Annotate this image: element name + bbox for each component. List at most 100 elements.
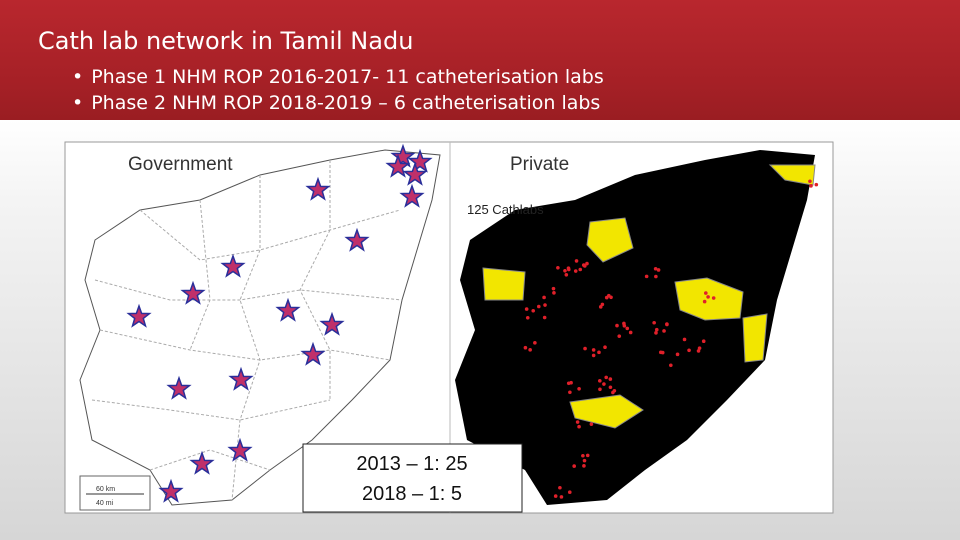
- cathlab-dot: [809, 184, 813, 188]
- cathlab-dot: [658, 350, 663, 355]
- cathlab-dot: [567, 490, 572, 495]
- star: [390, 143, 416, 168]
- star: [344, 227, 370, 252]
- cathlab-dot: [552, 291, 556, 295]
- cathlab-dot: [582, 458, 587, 463]
- cathlab-dot: [669, 363, 673, 368]
- cathlab-dot: [583, 346, 587, 351]
- cathlab-dot: [568, 390, 572, 395]
- cathlab-dot: [598, 378, 602, 383]
- ratio-line: 2018 – 1: 5: [362, 483, 462, 505]
- right-label: Private: [510, 154, 569, 175]
- cathlab-dot: [591, 353, 596, 358]
- state-outline: [79, 149, 441, 506]
- ratio-line: 2013 – 1: 25: [356, 453, 467, 475]
- star: [126, 303, 152, 328]
- cathlab-dot: [566, 381, 571, 386]
- bullet: Phase 2 NHM ROP 2018-2019 – 6 catheteris…: [72, 90, 604, 116]
- slide-title: Cath lab network in Tamil Nadu: [38, 27, 414, 55]
- cathlab-dots: [523, 179, 819, 499]
- cathlab-dot: [814, 182, 819, 187]
- cathlab-dot: [563, 268, 567, 273]
- cathlab-dot: [574, 259, 579, 263]
- cathlab-dot: [577, 386, 581, 391]
- bullet: Phase 1 NHM ROP 2016-2017- 11 catheteris…: [72, 64, 604, 90]
- cathlab-dot: [625, 326, 630, 331]
- cathlab-dot: [531, 309, 536, 313]
- right-map: [454, 149, 819, 506]
- cathlab-dot: [556, 266, 560, 270]
- cathlab-dot: [654, 274, 658, 279]
- star: [300, 341, 326, 366]
- cathlab-dot: [558, 485, 562, 490]
- cathlab-dot: [675, 352, 680, 357]
- star: [227, 437, 253, 462]
- cathlab-dot: [591, 348, 596, 352]
- cathlab-dot: [615, 323, 619, 328]
- cathlab-dot: [572, 464, 576, 468]
- cathlab-dot: [711, 296, 716, 300]
- star: [220, 253, 246, 278]
- cathlab-dot: [612, 388, 617, 393]
- cathlab-dot: [598, 305, 603, 309]
- cathlab-dot: [701, 339, 706, 344]
- star: [385, 153, 411, 178]
- cathlab-dot: [524, 307, 529, 311]
- cathlab-dot: [665, 322, 669, 327]
- star: [305, 176, 331, 201]
- cathlab-dot: [581, 453, 585, 458]
- star: [402, 161, 428, 186]
- cathlab-dot: [581, 263, 586, 267]
- cathlab-dot: [559, 495, 564, 499]
- scale-mi: 40 mi: [96, 500, 114, 507]
- star: [407, 148, 433, 173]
- cathlab-dot: [598, 387, 602, 392]
- cathlab-dot: [536, 304, 541, 309]
- yellow-districts: [482, 164, 816, 429]
- star: [275, 297, 301, 322]
- cathlab-dot: [704, 291, 708, 295]
- cathlab-dot: [603, 345, 607, 349]
- cathlab-dot: [523, 345, 528, 350]
- cathlab-dot: [582, 464, 586, 468]
- cathlab-dot: [577, 424, 581, 429]
- cathlab-dot: [696, 349, 701, 353]
- cathlab-dot: [662, 329, 666, 333]
- cathlab-dot: [528, 348, 532, 352]
- cathlab-dot: [609, 295, 613, 300]
- cathlab-dot: [551, 286, 556, 291]
- cathlab-dot: [566, 267, 571, 272]
- cathlab-dot: [578, 267, 583, 272]
- cathlab-dot: [702, 299, 707, 304]
- cathlab-dot: [628, 330, 633, 335]
- scale-bar: 60 km 40 mi: [79, 475, 151, 511]
- cathlab-dot: [553, 494, 558, 498]
- star: [180, 280, 206, 305]
- cathlab-dot: [602, 382, 606, 386]
- cathlab-dot: [564, 272, 569, 277]
- cathlab-dot: [589, 422, 594, 426]
- cathlab-dot: [644, 274, 649, 279]
- star: [158, 478, 184, 503]
- cathlab-dot: [525, 315, 530, 320]
- cathlab-dot: [597, 350, 601, 355]
- left-label: Government: [128, 154, 233, 175]
- star: [228, 366, 254, 391]
- cathlab-dot: [682, 337, 687, 342]
- cathlab-dot: [542, 295, 546, 300]
- left-map: [79, 149, 441, 506]
- government-stars: [126, 143, 433, 503]
- cathlab-dot: [533, 341, 537, 345]
- cathlab-dot: [543, 303, 547, 307]
- cathlab-dot: [617, 334, 622, 338]
- star: [319, 311, 345, 336]
- star: [189, 450, 215, 475]
- cathlab-dot: [585, 453, 590, 458]
- cathlab-dot: [652, 320, 656, 325]
- bullet-list: Phase 1 NHM ROP 2016-2017- 11 catheteris…: [72, 64, 604, 116]
- cathlab-dot: [585, 261, 589, 266]
- cathlab-dot: [654, 331, 658, 335]
- cathlab-dot: [608, 385, 613, 390]
